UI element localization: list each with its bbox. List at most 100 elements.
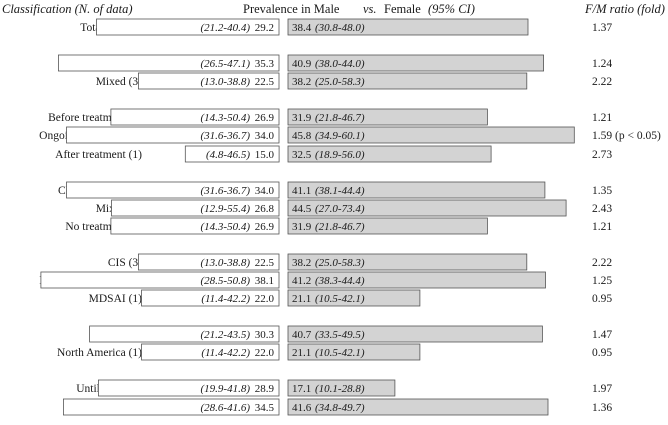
male-bar: [111, 199, 280, 217]
male-ci-label: (19.9-41.8): [201, 383, 251, 395]
female-bar: [287, 271, 546, 289]
row-label: After treatment (1): [55, 149, 142, 161]
female-value-label: 32.5: [292, 149, 312, 161]
ratio-value: 1.97: [592, 383, 612, 395]
male-ci-label: (14.3-50.4): [201, 221, 251, 233]
female-ci-label: (21.8-46.7): [315, 112, 365, 124]
female-ci-label: (10.5-42.1): [315, 293, 365, 305]
male-value-label: 22.5: [255, 257, 275, 269]
male-ci-label: (21.2-40.4): [201, 22, 251, 34]
female-ci-label: (34.9-60.1): [315, 130, 365, 142]
chart-rows: Total (6 data)29.2(21.2-40.4)38.4(30.8-4…: [39, 18, 661, 416]
female-value-label: 40.9: [292, 58, 312, 70]
male-value-label: 34.5: [255, 402, 275, 414]
male-value-label: 26.9: [255, 221, 275, 233]
male-value-label: 30.3: [255, 329, 275, 341]
female-ci-label: (18.9-56.0): [315, 149, 365, 161]
female-ci-label: (27.0-73.4): [315, 203, 365, 215]
row-label: Mixed (3): [96, 76, 142, 88]
male-bar: [141, 343, 280, 361]
male-bar: [110, 108, 280, 126]
female-bar: [287, 181, 546, 199]
female-value-label: 21.1: [292, 347, 311, 359]
ratio-value: 2.22: [592, 257, 612, 269]
female-ci-label: (38.0-44.0): [315, 58, 365, 70]
male-ci-label: (13.0-38.8): [201, 257, 251, 269]
ratio-value: 0.95: [592, 293, 612, 305]
male-ci-label: (4.8-46.5): [206, 149, 250, 161]
ratio-value: 1.59 (p < 0.05): [592, 130, 661, 142]
female-value-label: 17.1: [292, 383, 311, 395]
male-bar: [63, 398, 280, 416]
male-value-label: 22.0: [255, 347, 275, 359]
female-bar: [287, 379, 396, 397]
male-value-label: 35.3: [255, 58, 275, 70]
row-label: CIS (3): [108, 257, 142, 269]
male-ci-label: (11.4-42.2): [201, 347, 250, 359]
ratio-value: 1.35: [592, 185, 612, 197]
female-value-label: 38.2: [292, 257, 311, 269]
male-bar: [110, 217, 280, 235]
header-ratio: F/M ratio (fold): [584, 2, 665, 16]
female-bar: [287, 108, 488, 126]
male-ci-label: (31.6-36.7): [201, 185, 251, 197]
female-bar: [287, 72, 528, 90]
ratio-value: 0.95: [592, 347, 612, 359]
male-ci-label: (13.0-38.8): [201, 76, 251, 88]
male-ci-label: (28.6-41.6): [201, 402, 251, 414]
female-bar: [287, 289, 421, 307]
female-bar: [287, 217, 488, 235]
female-value-label: 41.1: [292, 185, 311, 197]
female-ci-label: (34.8-49.7): [315, 402, 365, 414]
male-bar: [137, 253, 280, 271]
female-ci-label: (30.8-48.0): [315, 22, 365, 34]
female-bar: [287, 145, 492, 163]
female-ci-label: (38.1-44.4): [315, 185, 365, 197]
female-bar: [287, 343, 421, 361]
female-ci-label: (38.3-44.4): [315, 275, 365, 287]
ratio-value: 2.73: [592, 149, 612, 161]
female-bar: [287, 253, 528, 271]
male-value-label: 22.5: [255, 76, 275, 88]
row-label: MDSAI (1): [89, 293, 143, 305]
male-bar: [40, 271, 280, 289]
male-bar: [66, 181, 280, 199]
male-bar: [98, 379, 280, 397]
female-value-label: 41.6: [292, 402, 312, 414]
male-ci-label: (28.5-50.8): [201, 275, 251, 287]
male-bar: [137, 72, 280, 90]
ratio-value: 1.21: [592, 112, 612, 124]
header-prevalence-male: Prevalence in Male: [243, 2, 340, 16]
male-ci-label: (31.6-36.7): [201, 130, 251, 142]
female-value-label: 41.2: [292, 275, 311, 287]
ratio-value: 1.47: [592, 329, 612, 341]
female-value-label: 31.9: [292, 221, 312, 233]
male-ci-label: (26.5-47.1): [201, 58, 251, 70]
header-ci: (95% CI): [428, 2, 475, 16]
female-ci-label: (10.5-42.1): [315, 347, 365, 359]
male-value-label: 34.0: [255, 185, 275, 197]
male-bar: [66, 126, 280, 144]
female-ci-label: (25.0-58.3): [315, 76, 365, 88]
male-bar: [89, 325, 280, 343]
male-bar: [96, 18, 280, 36]
female-ci-label: (25.0-58.3): [315, 257, 365, 269]
female-value-label: 31.9: [292, 112, 312, 124]
male-value-label: 38.1: [255, 275, 274, 287]
female-value-label: 40.7: [292, 329, 312, 341]
male-value-label: 34.0: [255, 130, 275, 142]
male-value-label: 26.8: [255, 203, 275, 215]
male-value-label: 29.2: [255, 22, 274, 34]
ratio-value: 2.43: [592, 203, 612, 215]
male-bar: [141, 289, 280, 307]
header-female: Female: [384, 2, 421, 16]
male-bar: [58, 54, 280, 72]
female-bar: [287, 54, 545, 72]
row-label: North America (1): [57, 347, 142, 359]
female-bar: [287, 199, 567, 217]
female-value-label: 38.4: [292, 22, 312, 34]
female-ci-label: (10.1-28.8): [315, 383, 365, 395]
ratio-value: 1.24: [592, 58, 612, 70]
ratio-value: 1.21: [592, 221, 612, 233]
ratio-value: 1.36: [592, 402, 612, 414]
